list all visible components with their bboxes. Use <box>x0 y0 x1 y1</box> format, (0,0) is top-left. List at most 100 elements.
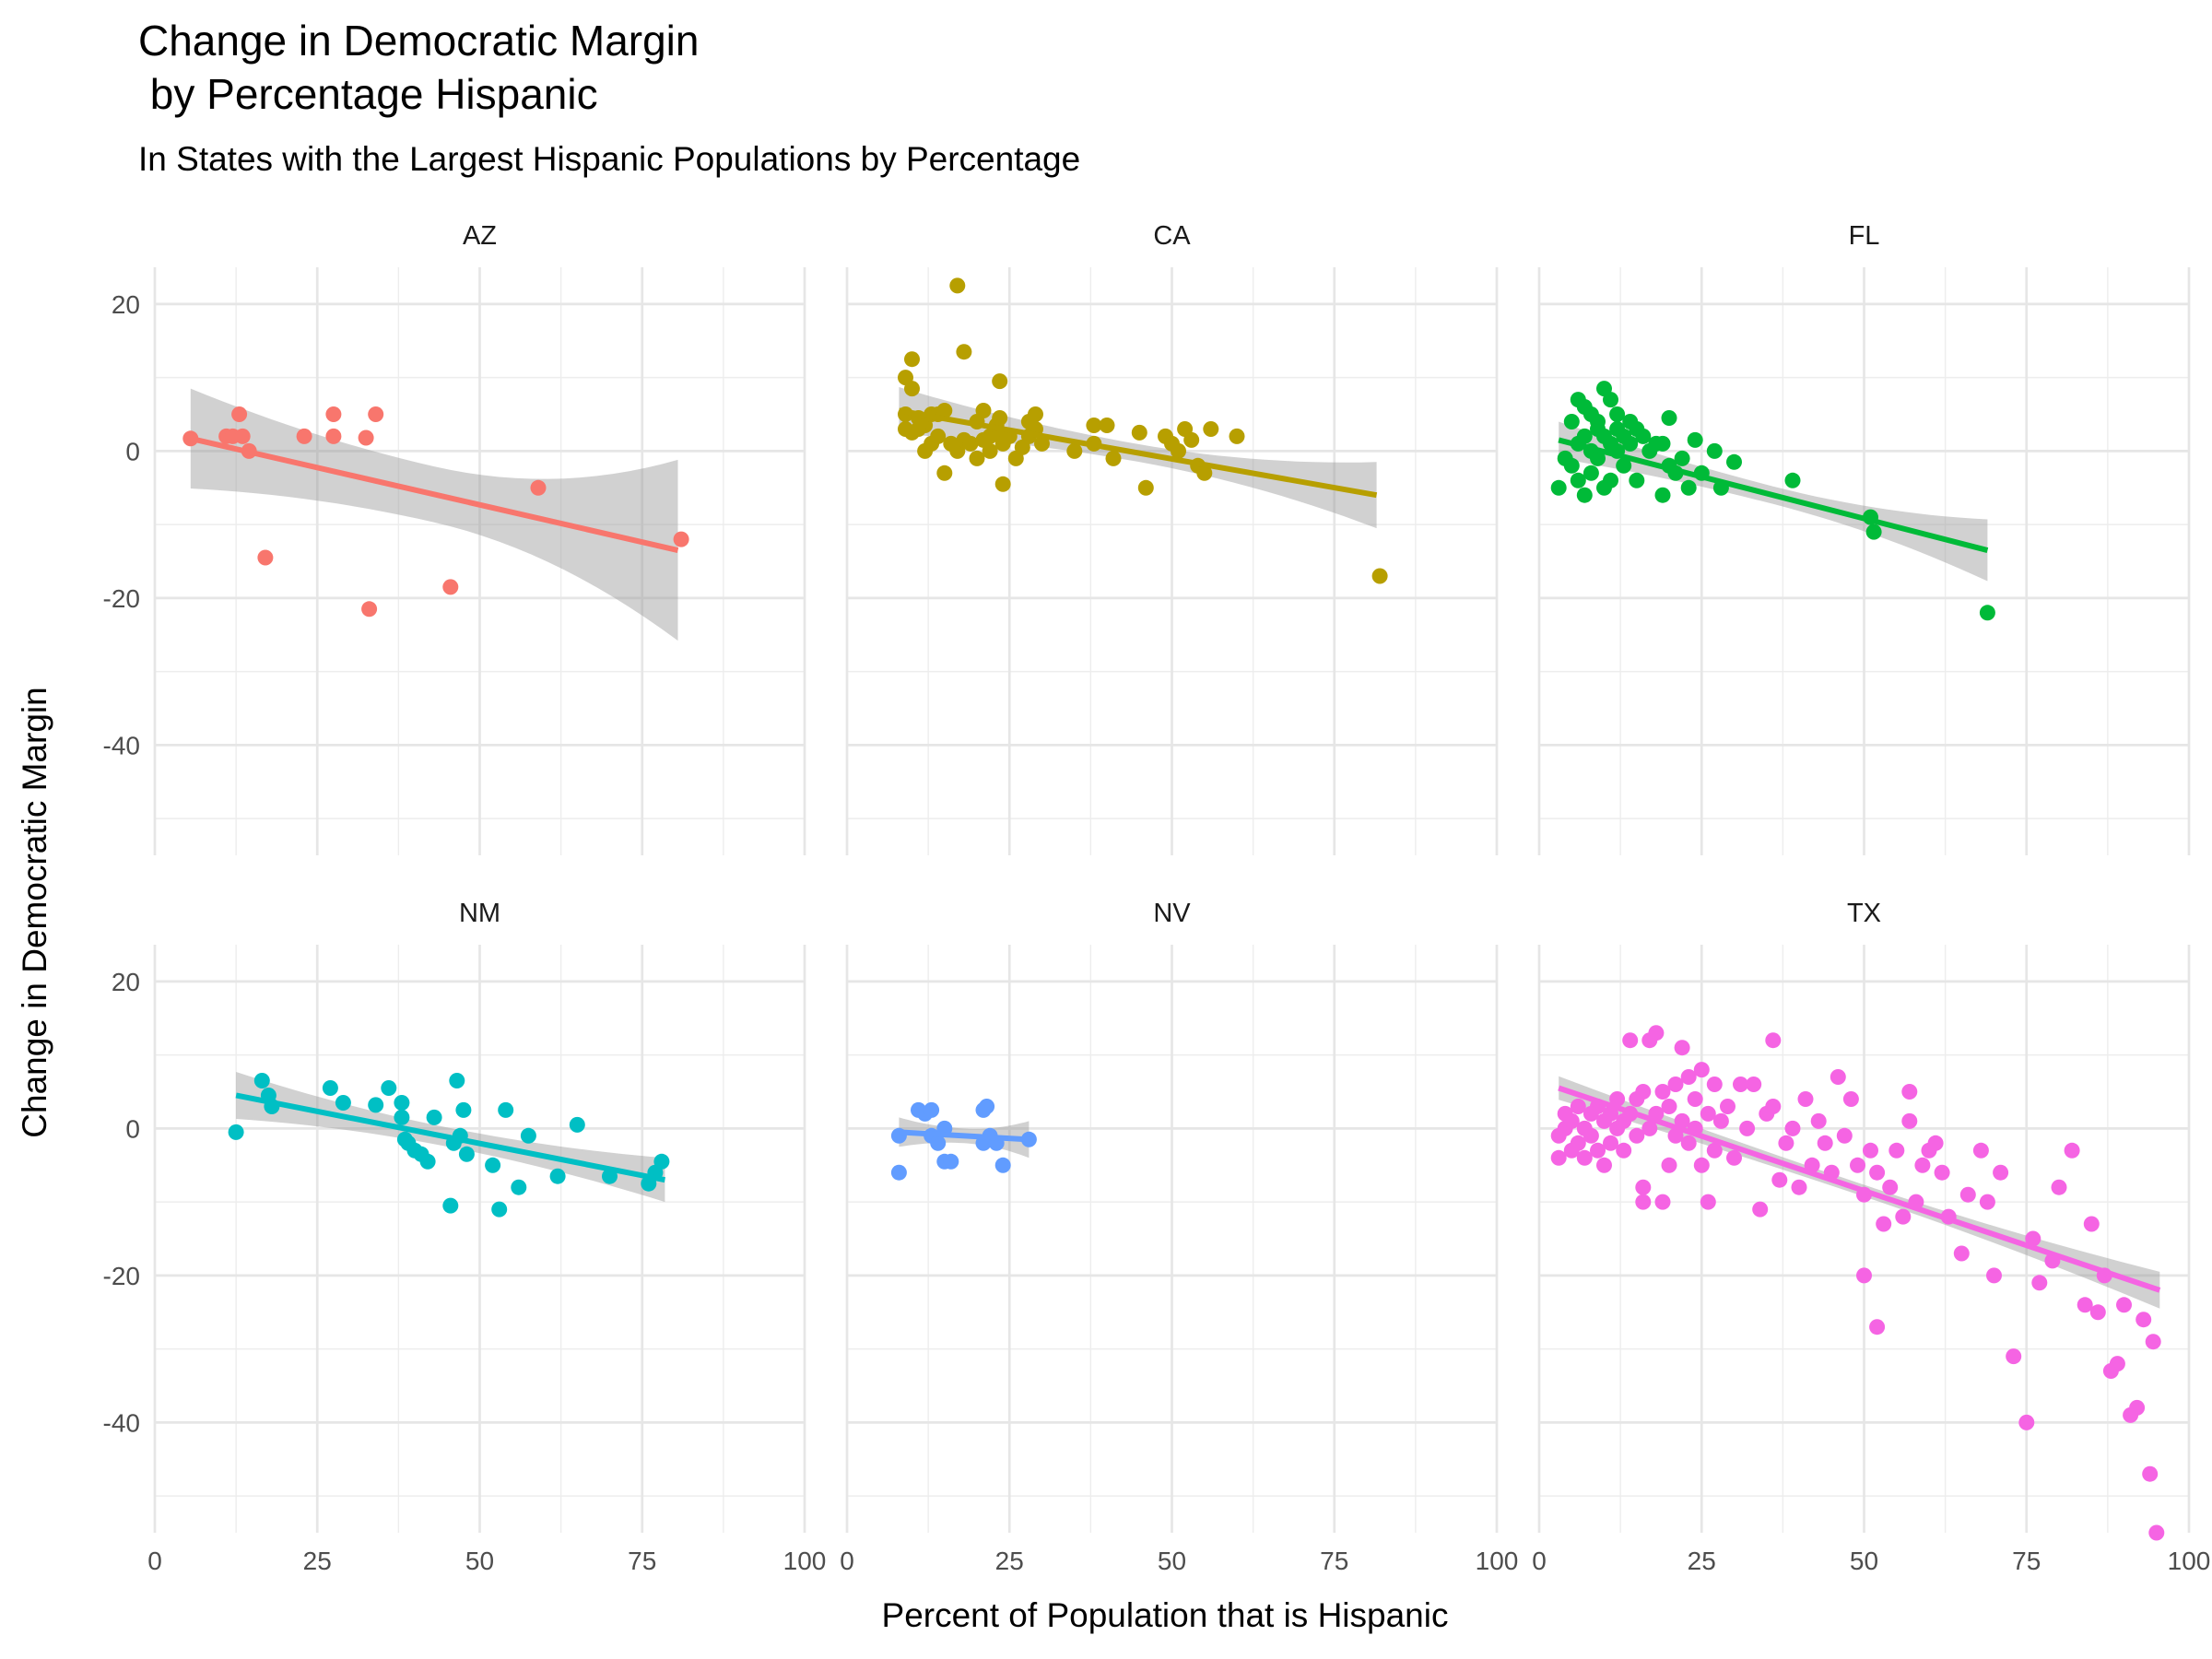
trend-line <box>1558 1085 2161 1293</box>
data-point <box>381 1080 397 1096</box>
data-point <box>361 601 378 618</box>
data-point <box>1028 406 1043 422</box>
data-point <box>1869 1164 1886 1181</box>
data-point <box>1034 435 1050 452</box>
data-point <box>949 277 966 294</box>
data-point <box>1622 1032 1639 1049</box>
data-point <box>994 1157 1011 1173</box>
data-point <box>1706 442 1723 459</box>
data-point <box>1765 1032 1782 1049</box>
data-point <box>1674 1040 1690 1056</box>
y-tick-label: 0 <box>125 1114 140 1143</box>
data-point <box>1680 1135 1697 1151</box>
data-point <box>1784 472 1801 488</box>
data-point <box>1590 450 1606 466</box>
data-point <box>1856 1267 1872 1284</box>
data-point <box>962 435 979 452</box>
data-point <box>673 531 689 547</box>
data-point <box>1550 1149 1567 1166</box>
data-point <box>936 403 953 418</box>
data-point <box>296 428 312 444</box>
data-point <box>1830 1069 1846 1085</box>
data-point <box>1622 435 1639 452</box>
data-point <box>549 1168 566 1184</box>
data-point <box>1720 1099 1735 1114</box>
data-point <box>2083 1216 2100 1232</box>
data-point <box>1099 418 1115 433</box>
data-point <box>1739 1120 1756 1136</box>
facet-panel-ca: CA <box>845 221 1499 855</box>
data-point <box>1706 1077 1723 1092</box>
facet-label: NM <box>459 899 500 928</box>
x-tick-label: 25 <box>303 1547 332 1575</box>
trend-line <box>190 435 679 553</box>
data-point <box>1674 450 1690 466</box>
data-point <box>2051 1179 2067 1195</box>
data-point <box>1635 1194 1652 1210</box>
data-point <box>491 1201 508 1218</box>
data-point <box>1752 1201 1769 1218</box>
data-point <box>485 1157 501 1173</box>
y-tick-label: -40 <box>103 731 140 759</box>
data-point <box>2006 1348 2022 1365</box>
x-tick-label: 0 <box>147 1547 162 1575</box>
data-point <box>2148 1524 2165 1541</box>
data-point <box>653 1153 670 1170</box>
data-point <box>368 1097 384 1113</box>
data-point <box>335 1095 351 1111</box>
data-point <box>234 428 251 444</box>
data-point <box>911 421 926 437</box>
data-point <box>1616 457 1632 474</box>
data-point <box>2077 1297 2093 1313</box>
data-point <box>1635 1084 1652 1100</box>
data-point <box>442 1197 459 1214</box>
data-point <box>1914 1157 1931 1173</box>
data-point <box>325 406 342 422</box>
data-point <box>1603 392 1618 408</box>
data-point <box>2018 1414 2035 1430</box>
y-tick-label: 20 <box>112 968 140 996</box>
confidence-band <box>899 387 1377 529</box>
data-point <box>1693 1157 1710 1173</box>
data-point <box>511 1179 527 1195</box>
data-point <box>498 1101 514 1118</box>
x-axis-title: Percent of Population that is Hispanic <box>882 1596 1449 1634</box>
data-point <box>2145 1334 2161 1350</box>
data-point <box>1603 1105 1618 1122</box>
data-point <box>1648 1025 1665 1041</box>
data-point <box>1746 1077 1762 1092</box>
data-point <box>904 351 920 368</box>
data-point <box>1609 1091 1626 1107</box>
data-point <box>2116 1297 2132 1313</box>
y-tick-label: 0 <box>125 437 140 465</box>
data-point <box>1086 418 1102 433</box>
data-point <box>1629 1127 1645 1144</box>
data-point <box>1726 453 1742 470</box>
data-point <box>1979 1194 1995 1210</box>
data-point <box>1667 1077 1684 1092</box>
data-point <box>1066 442 1083 459</box>
data-point <box>1733 1077 1748 1092</box>
data-point <box>1797 1091 1814 1107</box>
data-point <box>1869 1319 1886 1335</box>
x-tick-label: 0 <box>1532 1547 1547 1575</box>
facet-label: NV <box>1153 899 1191 928</box>
trend-line <box>898 407 1378 499</box>
data-point <box>979 1099 995 1114</box>
data-point <box>449 1073 465 1088</box>
data-point <box>1687 1091 1703 1107</box>
data-point <box>1371 568 1388 584</box>
data-point <box>1927 1135 1944 1151</box>
data-point <box>1550 479 1567 496</box>
data-point <box>992 373 1008 390</box>
data-point <box>1183 431 1200 448</box>
data-point <box>1791 1179 1807 1195</box>
data-point <box>1603 1135 1618 1151</box>
data-point <box>890 1164 907 1181</box>
trend-line <box>1558 437 1989 553</box>
data-point <box>1765 1099 1782 1114</box>
data-point <box>1726 1149 1742 1166</box>
data-point <box>455 1101 472 1118</box>
chart-title: Change in Democratic Margin by Percentag… <box>138 17 700 118</box>
trend-line <box>235 1092 666 1183</box>
